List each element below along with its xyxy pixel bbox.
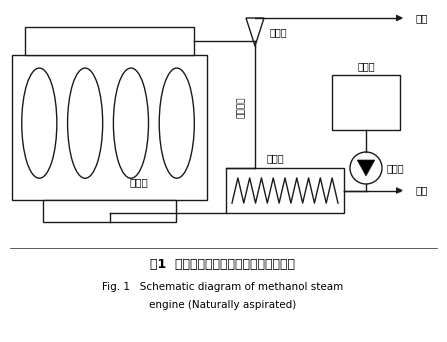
Bar: [332, 75, 400, 130]
Text: Fig. 1   Schematic diagram of methanol steam: Fig. 1 Schematic diagram of methanol ste…: [102, 282, 344, 292]
Text: 进气: 进气: [415, 13, 427, 23]
Text: 液压泵: 液压泵: [387, 163, 405, 173]
Ellipse shape: [159, 68, 194, 178]
Bar: [43, 200, 176, 222]
Bar: [12, 55, 207, 200]
Text: 排气: 排气: [415, 185, 427, 196]
Text: 喷射器: 喷射器: [270, 27, 287, 37]
Bar: [226, 168, 344, 213]
Text: 甲醇箱: 甲醇箱: [357, 61, 375, 71]
Circle shape: [350, 152, 382, 184]
Text: 蒸发器: 蒸发器: [266, 153, 284, 163]
Polygon shape: [357, 160, 375, 176]
Bar: [25, 27, 194, 55]
Ellipse shape: [67, 68, 103, 178]
Ellipse shape: [22, 68, 57, 178]
Text: 甲醇蒸气: 甲醇蒸气: [236, 96, 245, 118]
Text: engine (Naturally aspirated): engine (Naturally aspirated): [149, 300, 297, 310]
Text: 内燃机: 内燃机: [129, 177, 148, 188]
Ellipse shape: [114, 68, 148, 178]
Text: 图1  甲醇蒸汽发动机示意图（自然吸气）: 图1 甲醇蒸汽发动机示意图（自然吸气）: [151, 259, 295, 272]
Polygon shape: [246, 18, 264, 46]
